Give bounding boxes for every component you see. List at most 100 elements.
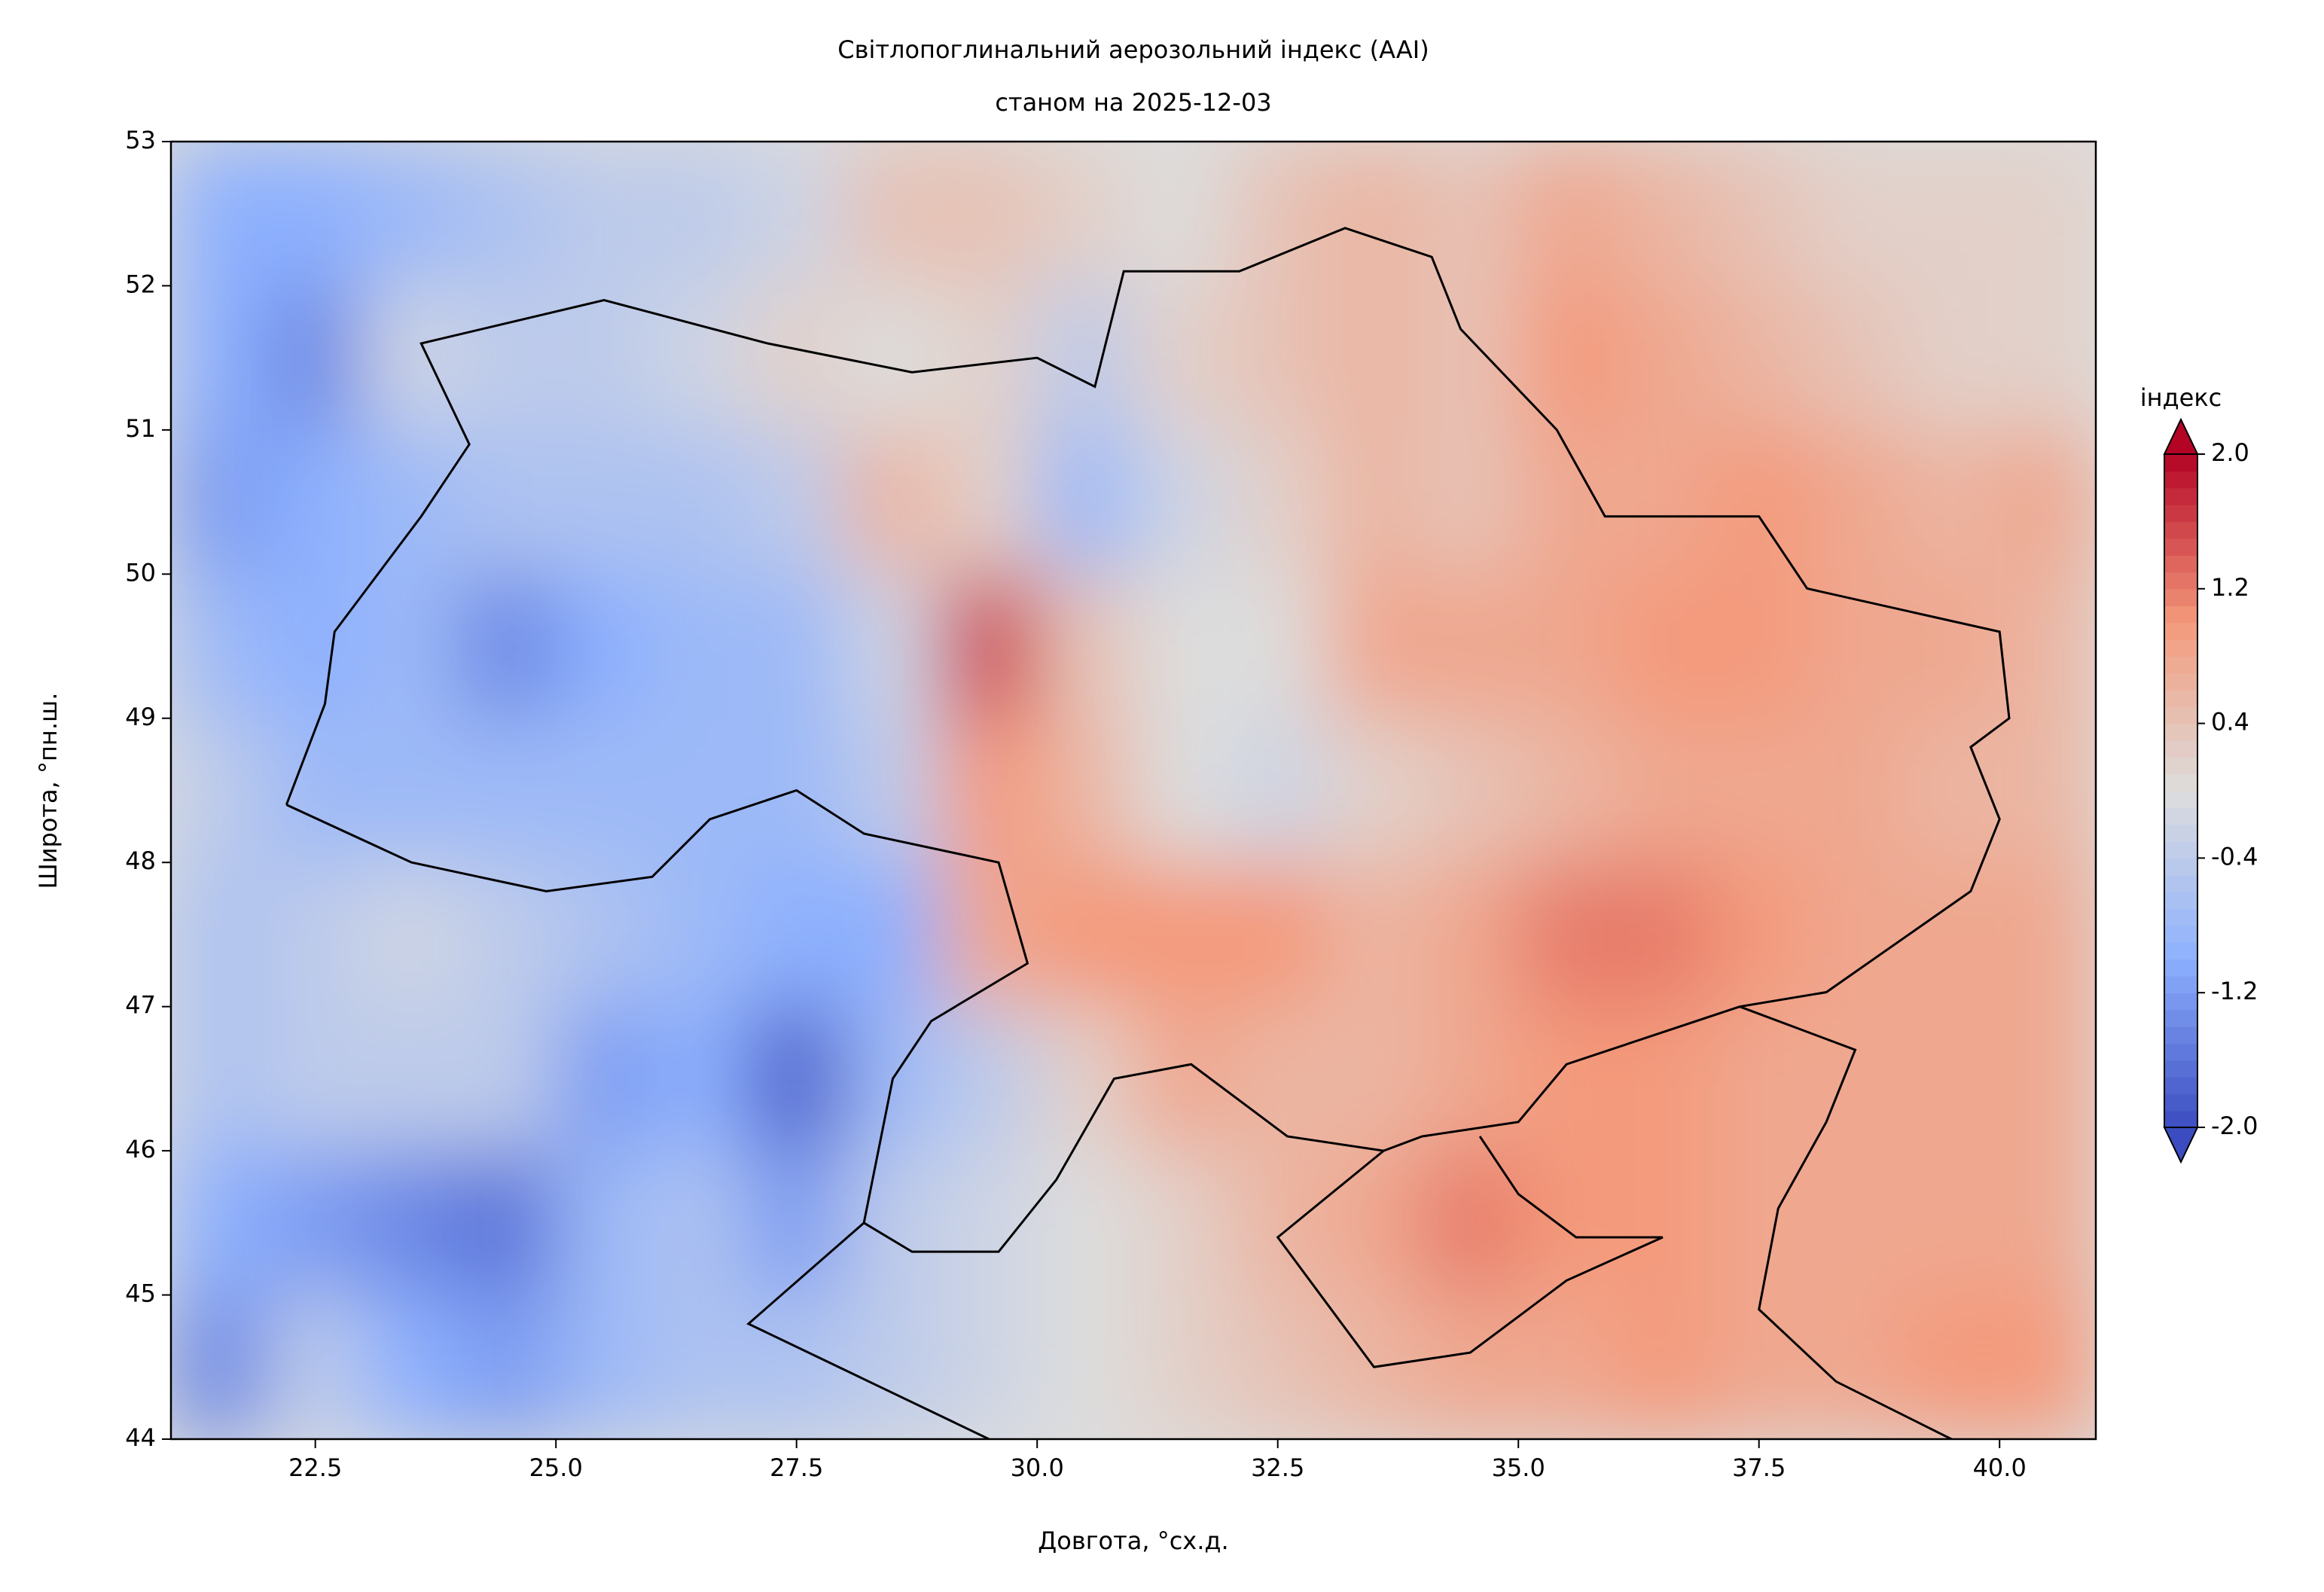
field-cell bbox=[266, 1005, 364, 1152]
colorbar-band bbox=[2164, 672, 2197, 691]
colorbar-band bbox=[2164, 622, 2197, 640]
colorbar-band bbox=[2164, 1110, 2197, 1128]
field-cell bbox=[1902, 1294, 2001, 1439]
colorbar-band bbox=[2164, 740, 2197, 758]
field-cell bbox=[1421, 1150, 1520, 1296]
field-cell bbox=[1133, 142, 1231, 287]
field-cell bbox=[1999, 1294, 2096, 1439]
field-cell bbox=[362, 1294, 461, 1439]
field-cell bbox=[555, 573, 653, 719]
field-cell bbox=[459, 1150, 557, 1296]
colorbar-band bbox=[2164, 487, 2197, 505]
field-cell bbox=[266, 285, 364, 431]
x-axis-label: Довгота, °сх.д. bbox=[1038, 1526, 1228, 1555]
field-cell bbox=[1421, 1005, 1520, 1152]
field-cell bbox=[1421, 573, 1520, 719]
field-cell bbox=[1999, 1005, 2096, 1152]
field-cell bbox=[459, 862, 557, 1008]
field-cell bbox=[1902, 573, 2001, 719]
field-cell bbox=[266, 428, 364, 575]
field-cell bbox=[1806, 142, 1905, 287]
field-cell bbox=[1133, 862, 1231, 1008]
colorbar-band bbox=[2164, 723, 2197, 741]
field-cell bbox=[1999, 1150, 2096, 1296]
colorbar-band bbox=[2164, 521, 2197, 539]
colorbar-band bbox=[2164, 858, 2197, 876]
colorbar-band bbox=[2164, 807, 2197, 825]
colorbar-tick-label: -1.2 bbox=[2211, 977, 2258, 1005]
colorbar-band bbox=[2164, 1026, 2197, 1045]
field-cell bbox=[1709, 573, 1808, 719]
border bbox=[746, 1221, 990, 1439]
field-cell bbox=[171, 573, 268, 719]
field-cell bbox=[171, 1005, 268, 1152]
field-cell bbox=[747, 573, 846, 719]
field-cell bbox=[843, 573, 942, 719]
field-cell bbox=[747, 1005, 846, 1152]
field-cell bbox=[459, 1294, 557, 1439]
field-cell bbox=[1614, 428, 1712, 575]
field-cell bbox=[1036, 142, 1134, 287]
field-cell bbox=[940, 573, 1038, 719]
field-cell bbox=[651, 1150, 749, 1296]
field-cell bbox=[459, 1005, 557, 1152]
y-tick-label: 53 bbox=[125, 126, 156, 154]
field-cell bbox=[1806, 285, 1905, 431]
field-cell bbox=[555, 428, 653, 575]
field-cell bbox=[1517, 1294, 1615, 1439]
colorbar-band bbox=[2164, 588, 2197, 606]
field-cell bbox=[940, 142, 1038, 287]
colorbar-band bbox=[2164, 942, 2197, 960]
field-cell bbox=[362, 142, 461, 287]
y-tick-label: 47 bbox=[125, 991, 156, 1020]
colorbar-band bbox=[2164, 1093, 2197, 1112]
field-cell bbox=[1517, 717, 1615, 864]
field-cell bbox=[555, 1294, 653, 1439]
field-cell bbox=[555, 1005, 653, 1152]
field-cell bbox=[843, 428, 942, 575]
colorbar-band bbox=[2164, 555, 2197, 573]
y-tick-label: 50 bbox=[125, 558, 156, 587]
field-cell bbox=[940, 1294, 1038, 1439]
colorbar-band bbox=[2164, 656, 2197, 674]
field-cell bbox=[555, 862, 653, 1008]
field-cell bbox=[1325, 1150, 1423, 1296]
chart-subtitle: станом на 2025-12-03 bbox=[995, 88, 1271, 117]
field-cell bbox=[651, 573, 749, 719]
field-cell bbox=[1902, 142, 2001, 287]
colorbar-tick-label: 0.4 bbox=[2211, 708, 2249, 737]
field-cell bbox=[1709, 428, 1808, 575]
field-cell bbox=[362, 1005, 461, 1152]
field-cell bbox=[1325, 717, 1423, 864]
field-cell bbox=[362, 285, 461, 431]
field-cell bbox=[1999, 717, 2096, 864]
field-cell bbox=[459, 573, 557, 719]
field-cell bbox=[1806, 717, 1905, 864]
field-cell bbox=[266, 1294, 364, 1439]
field-cell bbox=[1133, 285, 1231, 431]
field-cell bbox=[1325, 142, 1423, 287]
field-cell bbox=[1421, 142, 1520, 287]
field-cell bbox=[843, 285, 942, 431]
field-cell bbox=[1902, 1150, 2001, 1296]
field-cell bbox=[555, 285, 653, 431]
colorbar-band bbox=[2164, 639, 2197, 657]
y-tick-label: 45 bbox=[125, 1279, 156, 1308]
x-tick-label: 37.5 bbox=[1732, 1453, 1786, 1482]
field-cell bbox=[1614, 717, 1712, 864]
field-cell bbox=[1228, 1294, 1327, 1439]
field-cell bbox=[1517, 1150, 1615, 1296]
field-cell bbox=[1421, 1294, 1520, 1439]
x-tick-label: 35.0 bbox=[1492, 1453, 1545, 1482]
colorbar-band bbox=[2164, 757, 2197, 775]
field-cell bbox=[1517, 428, 1615, 575]
field-cell bbox=[747, 428, 846, 575]
field-cell bbox=[843, 142, 942, 287]
y-tick-label: 44 bbox=[125, 1423, 156, 1452]
colorbar-band bbox=[2164, 1009, 2197, 1027]
y-tick-label: 49 bbox=[125, 703, 156, 731]
colorbar-band bbox=[2164, 824, 2197, 842]
field-cell bbox=[1902, 285, 2001, 431]
field-cells bbox=[171, 142, 2096, 1439]
